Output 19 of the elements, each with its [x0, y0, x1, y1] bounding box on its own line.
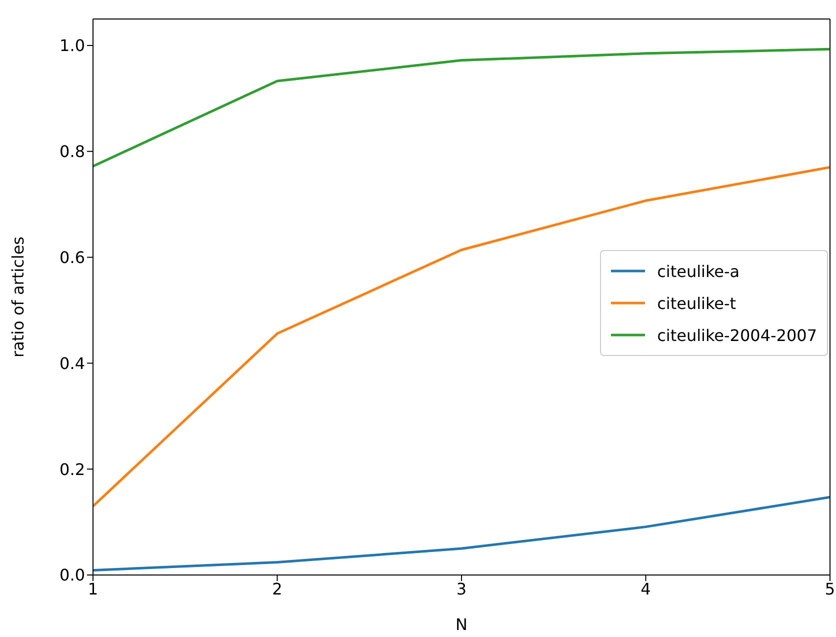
- legend-label: citeulike-t: [657, 294, 736, 312]
- x-axis-title: N: [456, 615, 468, 634]
- legend-label: citeulike-a: [657, 262, 740, 280]
- y-tick-label: 0.8: [60, 142, 85, 162]
- x-tick-label: 2: [272, 579, 282, 598]
- legend-label: citeulike-2004-2007: [657, 326, 817, 344]
- x-tick-label: 3: [456, 579, 467, 598]
- y-tick-label: 0.2: [60, 460, 85, 479]
- y-tick-label: 0.4: [60, 354, 85, 373]
- line-series: [93, 496, 830, 572]
- y-tick-label: 0.0: [60, 566, 85, 585]
- line-series: [93, 48, 830, 168]
- y-tick-label: 1.0: [60, 36, 85, 56]
- x-tick-label: 1: [88, 579, 98, 598]
- x-tick-label: 5: [824, 579, 836, 598]
- y-axis-title: ratio of articles: [8, 236, 28, 358]
- x-tick-label: 4: [640, 579, 651, 598]
- line-series: [93, 166, 830, 508]
- y-tick-label: 0.6: [60, 248, 85, 267]
